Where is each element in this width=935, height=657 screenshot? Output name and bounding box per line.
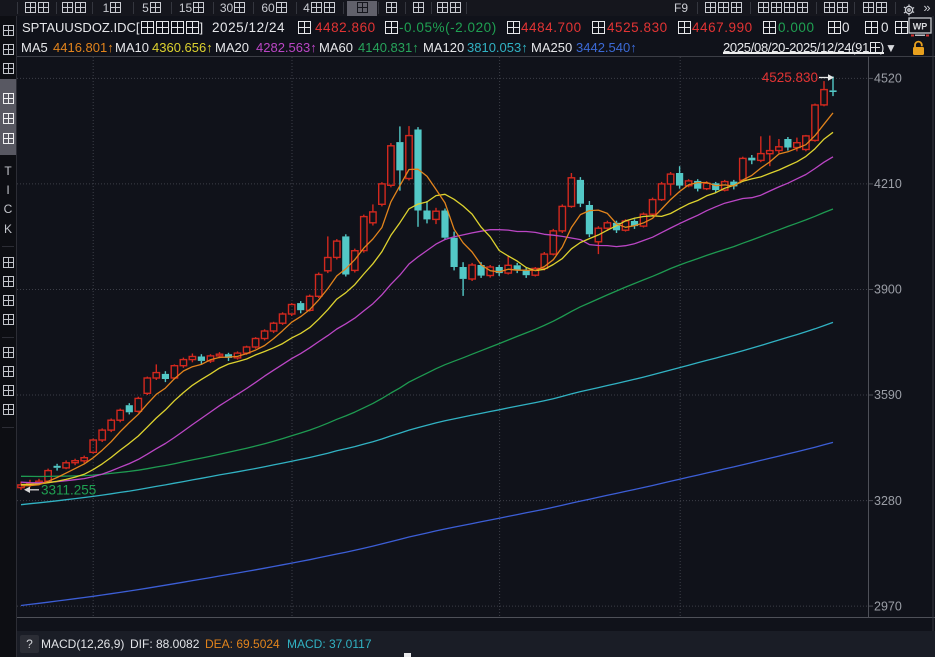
svg-text:3590: 3590: [874, 388, 902, 402]
svg-text:3280: 3280: [874, 494, 902, 508]
svg-text:4210: 4210: [874, 177, 902, 191]
svg-text:4525.830: 4525.830: [762, 70, 818, 85]
svg-text:3311.255: 3311.255: [41, 483, 96, 498]
svg-text:4520: 4520: [874, 72, 902, 86]
svg-text:2970: 2970: [874, 599, 902, 613]
svg-text:3900: 3900: [874, 283, 902, 297]
svg-text:WP: WP: [913, 22, 928, 32]
